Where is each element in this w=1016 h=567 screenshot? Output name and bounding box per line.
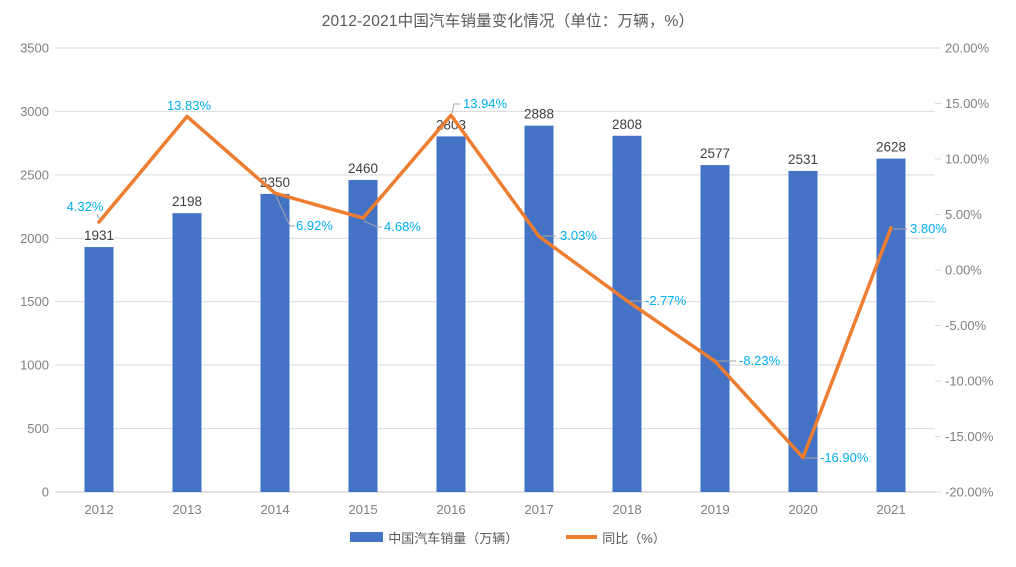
left-axis-tick-label: 3000 bbox=[20, 104, 49, 119]
bar-value-label: 2531 bbox=[788, 152, 818, 167]
legend-item-sales: 中国汽车销量（万辆） bbox=[350, 528, 518, 547]
x-axis-label: 2018 bbox=[612, 502, 641, 517]
bar bbox=[436, 136, 466, 492]
line-value-label: 6.92% bbox=[296, 218, 333, 233]
left-axis-tick-label: 1500 bbox=[20, 294, 49, 309]
x-axis-label: 2014 bbox=[260, 502, 289, 517]
right-axis-tick-label: 20.00% bbox=[945, 41, 990, 56]
right-axis-tick-label: 10.00% bbox=[945, 152, 990, 167]
label-leader-line bbox=[275, 195, 295, 227]
bar-value-label: 2198 bbox=[172, 194, 202, 209]
right-axis-tick-label: -15.00% bbox=[945, 429, 994, 444]
chart-title: 2012-2021中国汽车销量变化情况（单位：万辆，%） bbox=[321, 13, 695, 30]
x-axis-label: 2020 bbox=[788, 502, 817, 517]
left-axis-tick-label: 1000 bbox=[20, 358, 49, 373]
line-value-label: 13.83% bbox=[167, 98, 212, 113]
x-axis-label: 2015 bbox=[348, 502, 377, 517]
line-value-label: 3.03% bbox=[560, 228, 597, 243]
line-value-label: -8.23% bbox=[739, 353, 781, 368]
left-axis-tick-label: 2500 bbox=[20, 167, 49, 182]
line-value-label: -16.90% bbox=[820, 450, 869, 465]
right-axis-tick-label: -10.00% bbox=[945, 374, 994, 389]
line-value-label: -2.77% bbox=[645, 293, 687, 308]
bar-value-label: 1931 bbox=[84, 228, 114, 243]
right-axis-tick-label: 5.00% bbox=[945, 207, 982, 222]
line-value-label: 13.94% bbox=[463, 96, 508, 111]
line-value-label: 4.68% bbox=[384, 219, 421, 234]
bar bbox=[876, 158, 906, 492]
label-leader-line bbox=[96, 213, 101, 221]
bar bbox=[524, 125, 554, 493]
bar bbox=[788, 170, 818, 493]
trend-line bbox=[97, 113, 893, 460]
bar bbox=[172, 213, 202, 492]
left-axis-tick-label: 2000 bbox=[20, 231, 49, 246]
left-axis-tick-label: 500 bbox=[27, 421, 49, 436]
bar bbox=[700, 165, 730, 492]
x-axis-label: 2019 bbox=[700, 502, 729, 517]
line-value-label: 4.32% bbox=[67, 199, 104, 214]
x-axis-label: 2016 bbox=[436, 502, 465, 517]
right-axis-tick-label: -5.00% bbox=[945, 318, 987, 333]
bar-value-label: 2808 bbox=[612, 117, 642, 132]
bar bbox=[84, 247, 114, 492]
line-series-swatch bbox=[566, 535, 598, 539]
x-axis-label: 2021 bbox=[876, 502, 905, 517]
legend-label-sales: 中国汽车销量（万辆） bbox=[388, 530, 519, 546]
label-leader-line bbox=[363, 220, 382, 228]
bar-series-swatch bbox=[350, 532, 384, 542]
bar-value-label: 2803 bbox=[436, 117, 466, 132]
bar bbox=[348, 179, 378, 492]
x-axis-label: 2017 bbox=[524, 502, 553, 517]
bar-value-label: 2577 bbox=[700, 146, 730, 161]
legend-item-yoy: 同比（%） bbox=[566, 528, 666, 547]
left-axis-tick-label: 3500 bbox=[20, 41, 49, 56]
left-axis-tick-label: 0 bbox=[42, 485, 49, 500]
x-axis-label: 2012 bbox=[84, 502, 113, 517]
bar-value-label: 2628 bbox=[876, 140, 906, 155]
right-axis-tick-label: 15.00% bbox=[945, 96, 990, 111]
x-axis-label: 2013 bbox=[172, 502, 201, 517]
bar bbox=[260, 193, 290, 492]
line-value-label: 3.80% bbox=[910, 221, 947, 236]
right-axis-tick-label: -20.00% bbox=[945, 485, 994, 500]
chart-legend: 中国汽车销量（万辆） 同比（%） bbox=[0, 527, 1016, 547]
bar-value-label: 2888 bbox=[524, 107, 554, 122]
label-leader-line bbox=[451, 103, 460, 114]
bar bbox=[612, 135, 642, 492]
legend-label-yoy: 同比（%） bbox=[602, 530, 666, 546]
right-axis-tick-label: 0.00% bbox=[945, 263, 982, 278]
bar-value-label: 2460 bbox=[348, 161, 378, 176]
